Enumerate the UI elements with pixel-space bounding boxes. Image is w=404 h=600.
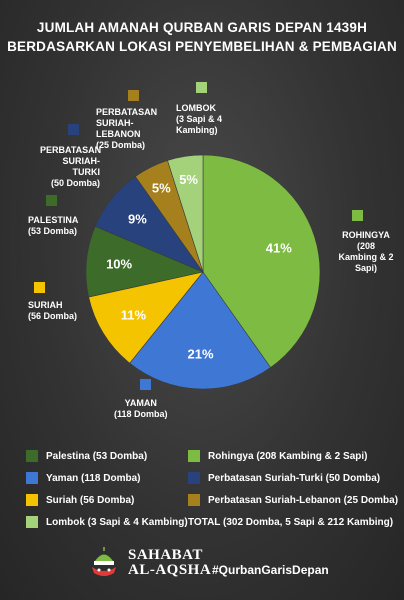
legend-item-suriah: Suriah (56 Domba) [26, 492, 134, 508]
legend-swatch [26, 450, 38, 462]
legend-label: Palestina (53 Domba) [46, 450, 148, 462]
legend-total-label: TOTAL (302 Domba, 5 Sapi & 212 Kambing) [188, 516, 394, 528]
callout-rohingya: ROHINGYA (208 Kambing & 2 Sapi) [338, 230, 394, 274]
callout-rohingya-name: ROHINGYA [342, 230, 390, 240]
callout-yaman-detail: (118 Domba) [114, 409, 168, 419]
callout-lombok-detail: (3 Sapi & 4 Kambing) [176, 114, 223, 135]
callout-palestina-swatch [46, 195, 57, 206]
callout-suriah-lebanon-name: PERBATASAN SURIAH-LEBANON [96, 107, 158, 139]
callout-lombok-name: LOMBOK [176, 103, 216, 113]
legend-swatch [26, 472, 38, 484]
pie-slice-rohingya [202, 154, 321, 368]
legend-label: Lombok (3 Sapi & 4 Kambing) [46, 516, 188, 528]
chart-title-line-2: BERDASARKAN LOKASI PENYEMBELIHAN & PEMBA… [7, 39, 397, 54]
chart-title-line-1: JUMLAH AMANAH QURBAN GARIS DEPAN 1439H [36, 20, 368, 35]
callout-suriah-lebanon-swatch [128, 90, 139, 101]
pie-label-suriah_lebanon: 5% [152, 181, 171, 196]
pie-label-suriah: 11% [121, 308, 147, 323]
callout-suriah-swatch [34, 282, 45, 293]
pie-slice-lombok [167, 154, 204, 273]
legend-label: Rohingya (208 Kambing & 2 Sapi) [208, 450, 368, 462]
callout-palestina: PALESTINA (53 Domba) [28, 215, 78, 237]
callout-suriah-lebanon: PERBATASAN SURIAH-LEBANON (25 Domba) [96, 107, 168, 151]
legend-swatch [188, 494, 200, 506]
legend-item-yaman: Yaman (118 Domba) [26, 470, 140, 486]
pie-slice-yaman [129, 271, 272, 390]
callout-yaman-name: YAMAN [124, 398, 157, 408]
callout-palestina-name: PALESTINA [28, 215, 79, 225]
legend-label: Perbatasan Suriah-Lebanon (25 Domba) [208, 494, 399, 506]
pie-chart: 41% 21% 11% 10% 9% 5% 5% [85, 154, 321, 390]
callout-lombok: LOMBOK (3 Sapi & 4 Kambing) [176, 103, 238, 136]
callout-suriah-turki: PERBATASAN SURIAH-TURKI (50 Domba) [40, 145, 102, 189]
legend-label: Yaman (118 Domba) [46, 472, 141, 484]
legend-item-palestina: Palestina (53 Domba) [26, 448, 147, 464]
callout-yaman-swatch [140, 379, 151, 390]
legend-swatch [188, 450, 200, 462]
legend-swatch [26, 516, 38, 528]
al-aqsha-dome-icon [92, 547, 116, 576]
pie-label-suriah_turki: 9% [128, 212, 147, 227]
logo: SAHABAT AL-AQSHA [86, 545, 211, 581]
pie-slice-suriah [88, 271, 204, 364]
callout-suriah-detail: (56 Domba) [28, 311, 78, 321]
pie-label-yaman: 21% [187, 346, 213, 361]
logo-line-1: SAHABAT [128, 547, 203, 563]
logo-line-2: AL-AQSHA [128, 562, 212, 578]
callout-suriah: SURIAH (56 Domba) [28, 300, 77, 322]
callout-rohingya-detail: (208 Kambing & 2 Sapi) [338, 241, 394, 273]
callout-suriah-name: SURIAH [28, 300, 63, 310]
legend-item-lombok: Lombok (3 Sapi & 4 Kambing) [26, 514, 188, 530]
callout-suriah-turki-name: PERBATASAN SURIAH-TURKI [40, 145, 102, 177]
pie-label-palestina: 10% [106, 257, 132, 272]
legend-label: Suriah (56 Domba) [46, 494, 135, 506]
legend-swatch [188, 472, 200, 484]
pie-label-lombok: 5% [179, 172, 198, 187]
callout-suriah-turki-swatch [68, 124, 79, 135]
legend-item-rohingya: Rohingya (208 Kambing & 2 Sapi) [188, 448, 367, 464]
pie-label-rohingya: 41% [266, 240, 292, 255]
legend-swatch [26, 494, 38, 506]
legend-total: TOTAL (302 Domba, 5 Sapi & 212 Kambing) [188, 514, 393, 530]
legend-item-suriah-lebanon: Perbatasan Suriah-Lebanon (25 Domba) [188, 492, 398, 508]
callout-lombok-swatch [196, 82, 207, 93]
callout-rohingya-swatch [352, 210, 363, 221]
callout-palestina-detail: (53 Domba) [28, 226, 78, 236]
legend-label: Perbatasan Suriah-Turki (50 Domba) [208, 472, 381, 484]
callout-suriah-lebanon-detail: (25 Domba) [96, 140, 146, 150]
logo-text: SAHABAT AL-AQSHA [128, 548, 211, 578]
callout-suriah-turki-detail: (50 Domba) [50, 178, 100, 188]
legend-item-suriah-turki: Perbatasan Suriah-Turki (50 Domba) [188, 470, 380, 486]
chart-title: JUMLAH AMANAH QURBAN GARIS DEPAN 1439H B… [0, 18, 404, 56]
callout-yaman: YAMAN (118 Domba) [114, 398, 168, 420]
hashtag: #QurbanGarisDepan [212, 563, 329, 577]
